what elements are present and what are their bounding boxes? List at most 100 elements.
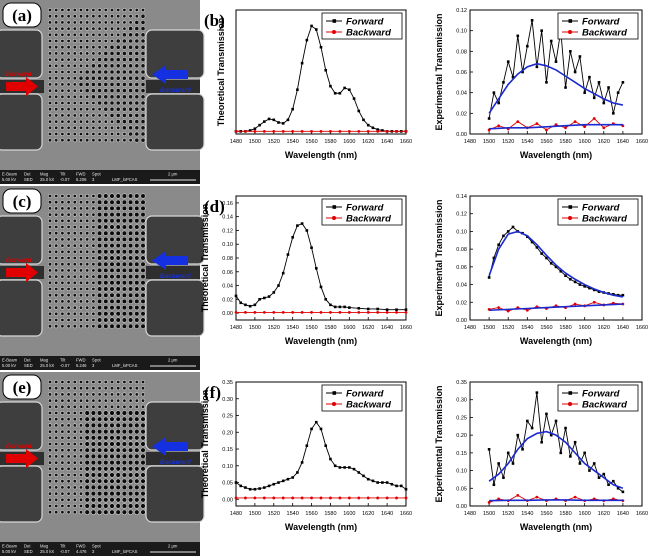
air-hole [134,459,140,466]
air-hole [72,380,77,385]
air-hole [134,323,140,329]
air-hole [97,69,102,75]
air-hole [47,287,52,292]
air-hole [79,132,84,137]
air-hole [66,256,71,261]
air-hole [103,82,109,87]
chart-1: 1480 1500 1520 1540 1560 1580 1600 1620 1640 1660… [216,9,412,160]
y-tick-label: 0.12 [456,212,467,218]
air-hole [140,218,146,224]
air-hole [54,324,59,329]
air-hole [72,107,77,112]
air-hole [134,273,140,280]
air-hole [85,32,90,37]
x-tick-label: 1660 [400,325,412,331]
air-hole [85,311,90,316]
waveguide-pad [0,465,43,523]
air-hole [66,479,71,484]
air-hole [79,510,84,515]
data-point-backward [506,309,510,313]
data-point-forward [554,60,558,63]
panel-letter: (e) [13,378,32,397]
air-hole [79,262,84,267]
panel-letter-box [2,374,42,400]
air-hole [54,274,59,279]
data-point-backward [385,311,389,314]
air-hole [79,20,84,25]
air-hole [115,478,121,484]
air-hole [109,261,115,267]
air-hole [85,45,90,50]
data-point-backward [376,496,380,500]
legend-marker [332,391,337,395]
air-hole [134,304,140,311]
air-hole [60,249,65,254]
info-org: LMF_loPCAS [112,363,138,368]
air-hole [96,422,103,429]
air-hole [54,448,59,453]
air-hole [66,280,71,285]
air-hole [127,416,134,422]
info-col-value: 25.0 kX [40,177,54,182]
air-hole [84,497,90,503]
legend-marker [568,205,573,209]
air-hole [97,107,102,112]
air-hole [103,286,109,292]
data-point-forward [492,483,496,487]
air-hole [121,230,127,236]
air-hole [127,484,134,491]
air-hole [103,273,109,280]
data-point-forward [621,490,625,494]
air-hole [103,441,109,447]
air-hole [47,194,52,199]
x-tick-label: 1600 [343,139,355,145]
air-hole [47,237,52,242]
data-point-forward [376,481,379,484]
air-hole [121,242,127,249]
air-hole [79,386,84,391]
info-col-label: Spot [92,544,101,549]
air-hole [79,94,84,99]
air-hole [91,256,96,261]
air-hole [96,292,103,298]
air-hole [122,386,127,391]
air-hole [109,447,115,453]
air-hole [128,380,133,385]
air-hole [85,57,90,62]
air-hole [140,472,146,478]
air-hole [115,38,121,44]
air-hole [134,69,140,75]
air-hole [115,261,121,267]
air-hole [115,69,121,75]
air-hole [115,286,121,292]
air-hole [103,119,108,124]
data-point-forward [310,246,313,249]
air-hole [60,280,65,285]
air-hole [103,75,109,81]
air-hole [66,380,71,385]
air-hole [110,386,115,391]
data-point-forward [253,303,257,307]
air-hole [85,256,90,261]
info-org: LMF_loPCAS [112,177,138,182]
air-hole [79,8,84,13]
air-hole [103,380,108,385]
air-hole [110,392,115,397]
data-point-forward [385,481,389,484]
x-tick-label: 1640 [617,511,629,517]
data-point-forward [497,462,500,465]
series-line-forward [488,226,623,296]
air-hole [47,460,52,465]
air-hole [134,472,140,478]
air-hole [115,218,121,224]
legend-label: Forward [582,202,620,213]
air-hole [54,293,59,298]
air-hole [110,380,115,385]
air-hole [47,392,52,397]
air-hole [115,472,121,478]
air-hole [97,26,102,31]
data-point-forward [526,419,529,423]
data-point-backward [385,129,389,133]
air-hole [134,193,140,199]
